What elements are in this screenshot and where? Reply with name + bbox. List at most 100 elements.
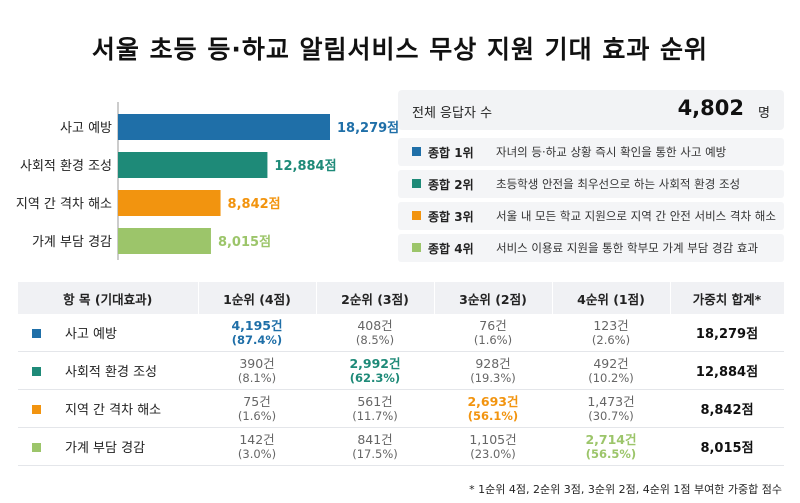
- rank-desc: 초등학생 안전을 최우선으로 하는 사회적 환경 조성: [496, 177, 741, 191]
- bar: [118, 114, 330, 140]
- bar: [118, 152, 268, 178]
- rank-color-square: [412, 179, 421, 188]
- footnote: * 1순위 4점, 2순위 3점, 3순위 2점, 4순위 1점 부여한 가중합…: [469, 483, 782, 496]
- count-value: 841건: [357, 431, 393, 447]
- count-value: 390건: [239, 355, 275, 371]
- percent-value: (2.6%): [591, 332, 631, 347]
- total-unit: 명: [758, 106, 770, 121]
- rank-4-cell: 492건 (10.2%): [552, 351, 670, 390]
- rank-label: 종합 2위: [428, 178, 474, 192]
- table-row: 사회적 환경 조성 390건 (8.1%) 2,992건 (62.3%) 928건 (19.…: [18, 351, 784, 390]
- percent-value: (11.7%): [352, 408, 398, 423]
- rank-item-4: 종합 4위 서비스 이용료 지원을 통한 학부모 가계 부담 경감 효과: [398, 234, 784, 262]
- rank-2-cell: 561건 (11.7%): [316, 389, 434, 428]
- rank-color-square: [412, 147, 421, 156]
- percent-value: (62.3%): [349, 370, 401, 385]
- category-label: 사고 예방: [60, 121, 112, 136]
- rank-2-cell: 841건 (17.5%): [316, 427, 434, 466]
- percent-value: (10.2%): [588, 370, 634, 385]
- header-total: 가중치 합계*: [670, 282, 785, 314]
- weighted-total: 18,279점: [670, 314, 784, 352]
- percent-value: (30.7%): [588, 408, 634, 423]
- bar: [118, 190, 221, 216]
- count-value: 561건: [357, 393, 393, 409]
- table-row: 사고 예방 4,195건 (87.4%) 408건 (8.5%) 76건 (1.6%) 123…: [18, 314, 784, 352]
- rank-item-1: 종합 1위 자녀의 등·하교 상황 즉시 확인을 통한 사고 예방: [398, 138, 784, 166]
- count-value: 2,693건: [467, 393, 519, 409]
- percent-value: (1.6%): [473, 332, 513, 347]
- count-value: 2,992건: [349, 355, 401, 371]
- rank-color-square: [412, 243, 421, 252]
- header-rank-3: 3순위 (2점): [434, 282, 553, 314]
- row-name: 사회적 환경 조성: [65, 365, 157, 380]
- rank-4-cell: 2,714건 (56.5%): [552, 427, 670, 466]
- count-value: 1,105건: [469, 431, 517, 447]
- weighted-total: 8,842점: [670, 389, 784, 428]
- row-name-cell: 사고 예방: [18, 314, 198, 352]
- count-value: 75건: [243, 393, 271, 409]
- table-row: 지역 간 격차 해소 75건 (1.6%) 561건 (11.7%) 2,693건 (56.…: [18, 389, 784, 428]
- row-color-square: [32, 367, 41, 376]
- percent-value: (19.3%): [470, 370, 516, 385]
- percent-value: (56.1%): [467, 408, 519, 423]
- row-color-square: [32, 405, 41, 414]
- count-value: 1,473건: [587, 393, 635, 409]
- percent-value: (17.5%): [352, 446, 398, 461]
- percent-value: (1.6%): [237, 408, 277, 423]
- rank-3-cell: 1,105건 (23.0%): [434, 427, 552, 466]
- rank-3-cell: 928건 (19.3%): [434, 351, 552, 390]
- rank-label: 종합 4위: [428, 242, 474, 256]
- bar: [118, 228, 211, 254]
- count-value: 2,714건: [585, 431, 637, 447]
- count-value: 142건: [239, 431, 275, 447]
- rank-3-cell: 2,693건 (56.1%): [434, 389, 552, 428]
- rank-1-cell: 75건 (1.6%): [198, 389, 316, 428]
- row-color-square: [32, 443, 41, 452]
- table-row: 가계 부담 경감 142건 (3.0%) 841건 (17.5%) 1,105건 (23.0…: [18, 427, 784, 466]
- rank-2-cell: 2,992건 (62.3%): [316, 351, 434, 390]
- rank-1-cell: 142건 (3.0%): [198, 427, 316, 466]
- weighted-total: 8,015점: [670, 427, 784, 466]
- rank-4-cell: 1,473건 (30.7%): [552, 389, 670, 428]
- rank-item-3: 종합 3위 서울 내 모든 학교 지원으로 지역 간 안전 서비스 격차 해소: [398, 202, 784, 230]
- header-item: 항 목 (기대효과): [18, 282, 199, 314]
- percent-value: (87.4%): [231, 332, 283, 347]
- row-name-cell: 사회적 환경 조성: [18, 351, 198, 390]
- table-header-row: 항 목 (기대효과) 1순위 (4점) 2순위 (3점) 3순위 (2점) 4순…: [18, 282, 785, 314]
- rank-1-cell: 390건 (8.1%): [198, 351, 316, 390]
- row-name: 사고 예방: [65, 327, 117, 342]
- count-value: 928건: [475, 355, 511, 371]
- rank-3-cell: 76건 (1.6%): [434, 314, 552, 352]
- rank-desc: 자녀의 등·하교 상황 즉시 확인을 통한 사고 예방: [496, 145, 727, 159]
- value-label: 8,842점: [228, 197, 281, 212]
- rank-label: 종합 1위: [428, 146, 474, 160]
- header-rank-4: 4순위 (1점): [552, 282, 671, 314]
- rank-1-cell: 4,195건 (87.4%): [198, 314, 316, 352]
- percent-value: (56.5%): [585, 446, 637, 461]
- category-label: 가계 부담 경감: [32, 235, 112, 250]
- count-value: 408건: [357, 317, 393, 333]
- page-title: 서울 초등 등·하교 알림서비스 무상 지원 기대 효과 순위: [91, 35, 709, 64]
- total-respondents: 전체 응답자 수 4,802 명: [398, 90, 784, 130]
- rank-color-square: [412, 211, 421, 220]
- percent-value: (8.1%): [237, 370, 277, 385]
- value-label: 18,279점: [337, 121, 399, 136]
- header-rank-1: 1순위 (4점): [198, 282, 317, 314]
- value-label: 12,884점: [274, 159, 336, 174]
- total-label: 전체 응답자 수: [412, 106, 493, 121]
- rank-desc: 서비스 이용료 지원을 통한 학부모 가계 부담 경감 효과: [496, 241, 759, 255]
- value-label: 8,015점: [218, 235, 271, 250]
- header-rank-2: 2순위 (3점): [316, 282, 435, 314]
- rank-2-cell: 408건 (8.5%): [316, 314, 434, 352]
- rank-item-2: 종합 2위 초등학생 안전을 최우선으로 하는 사회적 환경 조성: [398, 170, 784, 198]
- row-name: 가계 부담 경감: [65, 441, 146, 456]
- count-value: 76건: [479, 317, 507, 333]
- category-label: 지역 간 격차 해소: [16, 197, 112, 212]
- percent-value: (8.5%): [355, 332, 395, 347]
- count-value: 4,195건: [231, 317, 283, 333]
- category-label: 사회적 환경 조성: [20, 159, 112, 174]
- row-color-square: [32, 329, 41, 338]
- rank-desc: 서울 내 모든 학교 지원으로 지역 간 안전 서비스 격차 해소: [496, 209, 776, 223]
- count-value: 123건: [593, 317, 629, 333]
